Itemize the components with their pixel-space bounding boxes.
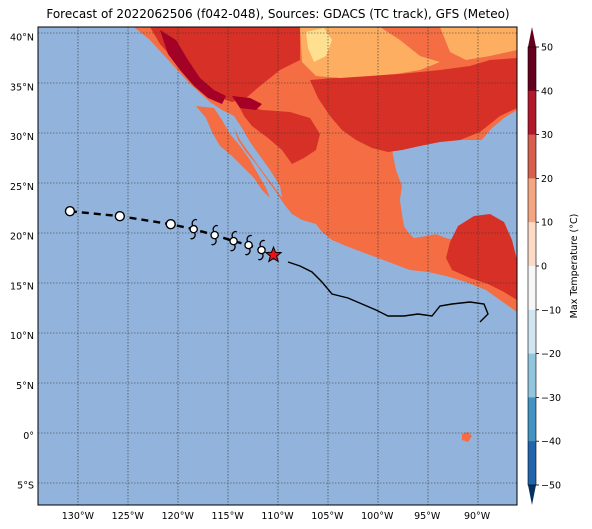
colorbar-segment (528, 397, 536, 442)
colorbar-tick-label: 30 (541, 130, 553, 141)
map-panel (38, 27, 517, 505)
forecast-boundary-line (287, 261, 489, 323)
land-hot-zone-texas (310, 58, 517, 152)
longitude-label: 95°W (414, 511, 441, 522)
land-cool-zone (306, 28, 332, 62)
latitude-label: 5°N (16, 381, 34, 392)
latitude-labels: 40°N 35°N 30°N 25°N 20°N 15°N 10°N 5°N 0° 5°S (10, 32, 34, 491)
latitude-label: 5°S (17, 481, 34, 492)
latitude-label: 10°N (10, 331, 34, 342)
land-very-hot-zone (160, 30, 226, 104)
colorbar-bottom-arrow (528, 485, 536, 505)
past-position-marker (64, 206, 76, 217)
longitude-label: 120°W (162, 511, 195, 522)
colorbar-tick-label: −50 (541, 481, 561, 492)
land-hot-zone-sonora (238, 104, 320, 164)
longitude-labels: 130°W 125°W 120°W 115°W 110°W 105°W 100°W 95°W 9… (62, 511, 491, 522)
colorbar-label: Max Temperature (°C) (569, 214, 580, 319)
colorbar: 50 40 30 20 10 0 −10 −20 −30 −40 −50 Max Temperatu… (527, 27, 580, 505)
cyclone-symbol-icon (257, 239, 266, 261)
storm-track-points (64, 206, 283, 263)
longitude-label: 110°W (261, 511, 294, 522)
cyclone-symbol-icon (244, 234, 253, 256)
colorbar-segment (528, 441, 536, 486)
colorbar-segment (528, 178, 536, 223)
land-galapagos (462, 432, 472, 442)
colorbar-segment (528, 266, 536, 311)
cyclone-symbol-icon (210, 224, 219, 246)
colorbar-segment (528, 134, 536, 179)
graticule (38, 27, 517, 505)
latitude-label: 35°N (10, 82, 34, 93)
colorbar-tick-label: −30 (541, 393, 561, 404)
current-position-star-icon (264, 245, 283, 263)
colorbar-tick-label: −40 (541, 437, 561, 448)
colorbar-tick-label: 0 (541, 262, 547, 273)
past-position-marker (165, 218, 176, 230)
map-frame (37, 26, 518, 506)
longitude-label: 125°W (112, 511, 145, 522)
colorbar-segment (528, 353, 536, 398)
colorbar-tick-label: 20 (541, 174, 553, 185)
colorbar-tick-label: 50 (541, 43, 553, 54)
latitude-label: 20°N (10, 232, 34, 243)
longitude-label: 90°W (464, 511, 491, 522)
colorbar-segment (528, 309, 536, 355)
land-hot-zone (150, 27, 300, 102)
latitude-label: 25°N (10, 182, 34, 193)
longitude-label: 100°W (361, 511, 394, 522)
land-mild-zone-east (440, 27, 517, 60)
land-mild-zone (300, 27, 440, 78)
colorbar-tick-label: −20 (541, 349, 561, 360)
land-baja-california (196, 106, 270, 198)
latitude-label: 30°N (10, 132, 34, 143)
past-position-marker (114, 211, 126, 222)
latitude-label: 15°N (10, 281, 34, 292)
colorbar-segment (528, 222, 536, 267)
colorbar-segment (528, 47, 536, 92)
longitude-label: 115°W (211, 511, 244, 522)
latitude-label: 0° (23, 431, 34, 442)
colorbar-tick-label: −10 (541, 305, 561, 316)
cyclone-symbol-icon (189, 218, 198, 240)
colorbar-tick-label: 40 (541, 86, 553, 97)
longitude-label: 130°W (62, 511, 95, 522)
map-title: Forecast of 2022062506 (f042-048), Sourc… (46, 7, 510, 21)
land-central-america (446, 214, 517, 300)
latitude-label: 40°N (10, 32, 34, 43)
colorbar-tick-label: 10 (541, 218, 553, 229)
colorbar-top-arrow (528, 27, 536, 47)
water-gulf-of-california (222, 110, 282, 198)
land-very-hot-zone-south (232, 96, 262, 110)
colorbar-segment (528, 90, 536, 136)
longitude-label: 105°W (311, 511, 344, 522)
cyclone-symbol-icon (229, 230, 238, 252)
